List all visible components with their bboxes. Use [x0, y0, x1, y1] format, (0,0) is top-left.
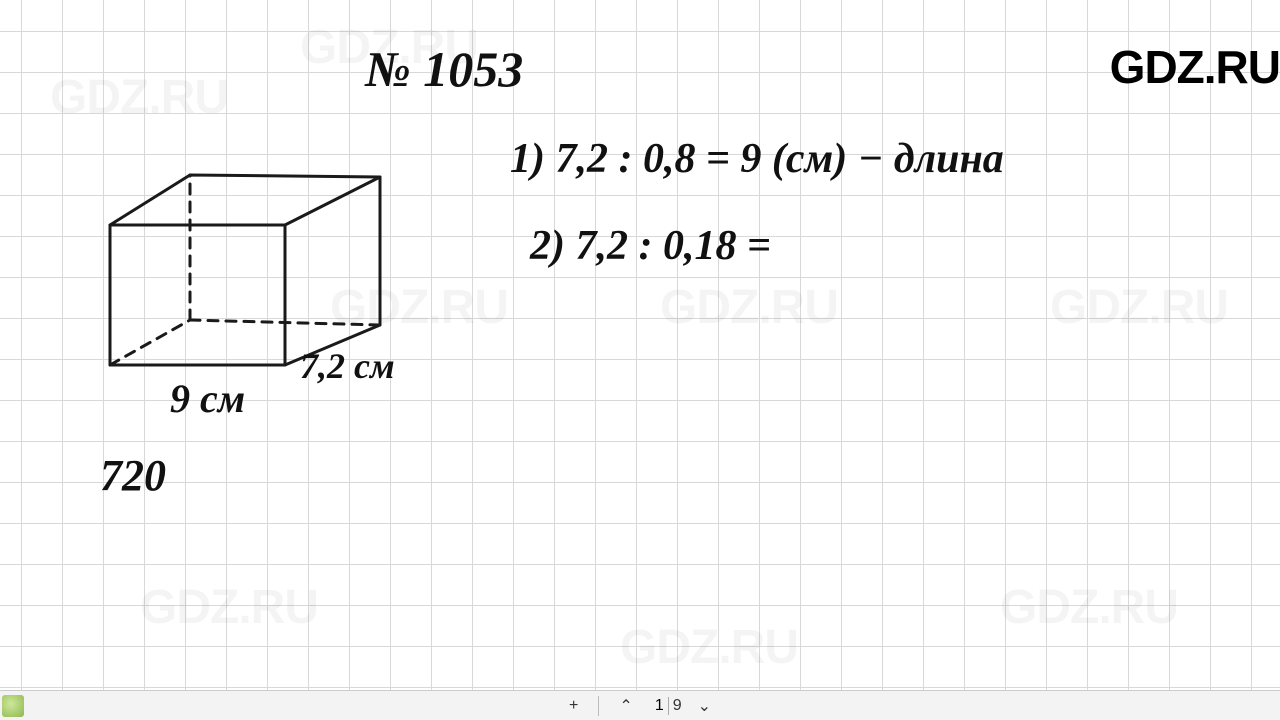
page-indicator: 9	[649, 697, 682, 715]
scratch-number: 720	[100, 450, 166, 501]
solution-line-2: 2) 7,2 : 0,18 =	[530, 222, 771, 270]
page-up-button[interactable]: ⌃	[615, 696, 636, 716]
page-current-input[interactable]	[649, 697, 669, 715]
title-prefix: №	[365, 41, 411, 97]
viewer-toolbar: + ⌃ 9 ⌄	[0, 690, 1280, 720]
app-icon	[2, 695, 24, 717]
title-number: 1053	[423, 41, 523, 97]
zoom-in-button[interactable]: +	[565, 697, 582, 715]
dimension-label-length: 9 см	[170, 375, 245, 422]
page-down-button[interactable]: ⌄	[694, 696, 715, 716]
page-total: 9	[669, 697, 682, 715]
dimension-label-width: 7,2 см	[300, 345, 395, 387]
site-logo: GDZ.RU	[1110, 40, 1280, 94]
problem-title: № 1053	[365, 40, 523, 98]
solution-line-1: 1) 7,2 : 0,8 = 9 (см) − длина	[510, 135, 1004, 183]
